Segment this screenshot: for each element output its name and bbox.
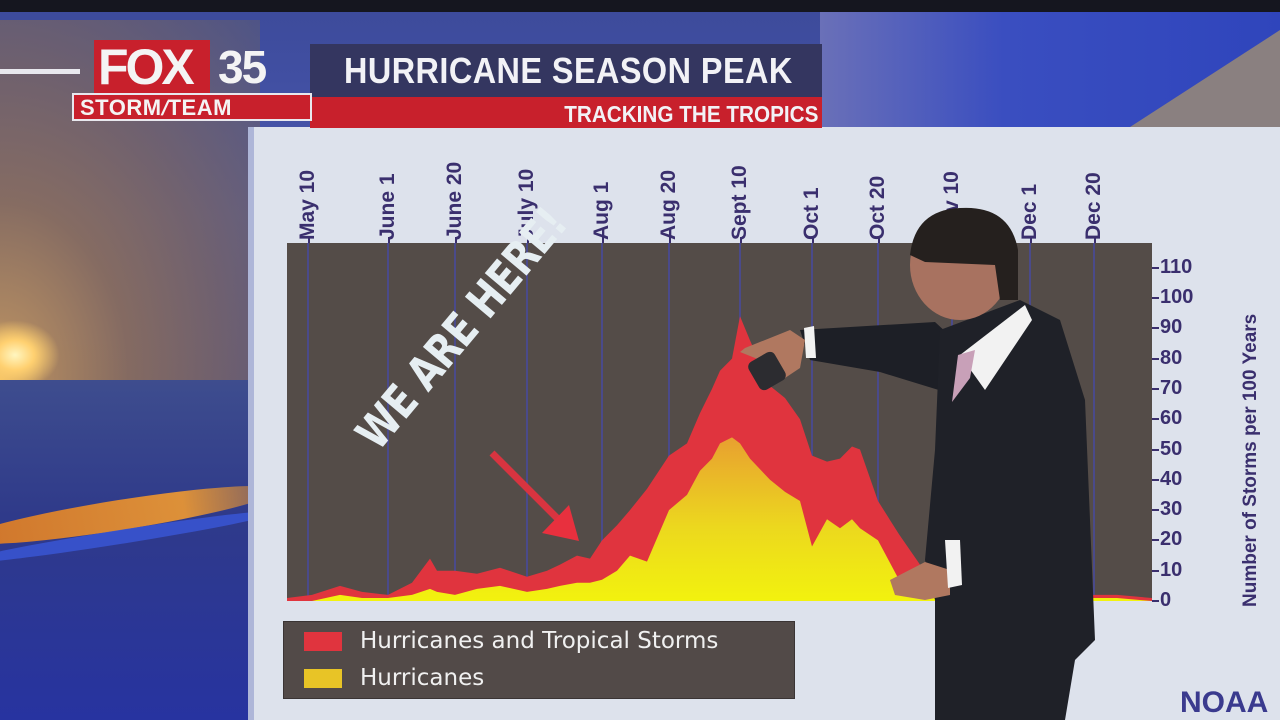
y-tick-label: 90	[1160, 316, 1183, 339]
source-credit: NOAA	[1180, 686, 1269, 719]
header-accent-line	[0, 69, 80, 74]
y-tick-mark	[1152, 600, 1159, 602]
y-tick-label: 40	[1160, 467, 1183, 490]
storm-team-bar	[72, 93, 312, 121]
x-tick-mark	[1094, 237, 1096, 243]
y-tick-label: 80	[1160, 346, 1183, 369]
fox-logo-box	[94, 40, 210, 95]
y-tick-mark	[1152, 357, 1159, 360]
board-edge	[248, 127, 254, 720]
subheadline-bar	[310, 97, 822, 128]
x-tick-mark	[812, 237, 814, 243]
y-tick-mark	[1152, 297, 1159, 299]
red-swatch-icon	[304, 631, 342, 651]
storm-word: STORM	[80, 95, 162, 120]
x-tick-mark	[1030, 237, 1032, 243]
yellow-swatch-icon	[304, 668, 342, 688]
y-tick-mark	[1152, 327, 1159, 330]
y-tick-label: 20	[1160, 528, 1183, 551]
subheadline-text: TRACKING THE TROPICS	[563, 101, 818, 127]
y-tick-mark	[1152, 509, 1159, 512]
y-tick-label: 60	[1160, 407, 1183, 430]
x-tick-mark	[527, 237, 529, 243]
headline-title: HURRICANE SEASON PEAK	[344, 50, 793, 91]
x-tick-label: May 10	[296, 169, 319, 240]
y-tick-mark	[1152, 266, 1159, 269]
y-tick-mark	[1152, 478, 1159, 481]
x-tick: Dec 1	[1018, 140, 1042, 240]
x-tick-label: Aug 20	[657, 169, 680, 240]
x-tick: May 10	[296, 140, 320, 240]
x-tick-mark	[308, 237, 310, 243]
y-tick-label: 110	[1160, 255, 1193, 278]
x-tick-mark	[952, 237, 954, 243]
x-tick: June 1	[376, 140, 400, 240]
x-tick-mark	[878, 237, 880, 243]
legend-item-tropical-storms: Hurricanes and Tropical Storms	[304, 628, 718, 654]
x-tick-mark	[388, 237, 390, 243]
x-tick-mark	[602, 237, 604, 243]
y-tick-mark	[1152, 448, 1159, 451]
red-arrow-icon	[489, 450, 579, 541]
x-tick: June 20	[443, 140, 467, 240]
x-tick: Oct 1	[800, 140, 824, 240]
x-tick-label: June 20	[443, 161, 466, 240]
top-letterbox	[0, 0, 1280, 12]
fox-logo-text: FOX	[98, 39, 195, 95]
x-tick-label: Dec 1	[1018, 183, 1041, 240]
y-axis-title: Number of Storms per 100 Years	[1240, 313, 1261, 607]
storm-team-label: STORM/TEAM	[80, 95, 232, 121]
y-tick-mark	[1152, 387, 1159, 390]
x-tick: Dec 20	[1082, 140, 1106, 240]
x-tick-label: Oct 1	[800, 187, 823, 240]
x-tick: Aug 20	[657, 140, 681, 240]
y-tick-mark	[1152, 418, 1159, 421]
y-tick-label: 30	[1160, 498, 1183, 521]
y-tick-mark	[1152, 539, 1159, 542]
x-tick-label: Sept 10	[728, 165, 751, 240]
x-tick: Oct 20	[866, 140, 890, 240]
x-tick-label: Nov 10	[940, 171, 963, 240]
x-tick-mark	[455, 237, 457, 243]
x-tick: Aug 1	[590, 140, 614, 240]
hurricanes-area	[287, 437, 1152, 601]
y-tick-mark	[1152, 569, 1159, 572]
chart-legend: Hurricanes and Tropical Storms Hurricane…	[283, 621, 795, 699]
x-tick-label: June 1	[376, 173, 399, 240]
sun-glow	[0, 320, 60, 390]
y-tick-label: 70	[1160, 376, 1183, 399]
x-tick-label: Dec 20	[1082, 172, 1105, 240]
y-tick-label: 10	[1160, 558, 1183, 581]
headline-bar	[310, 44, 822, 97]
legend-item-hurricanes: Hurricanes	[304, 665, 484, 691]
x-tick-label: Oct 20	[866, 175, 889, 240]
x-tick-mark	[740, 237, 742, 243]
y-tick-label: 50	[1160, 437, 1183, 460]
x-tick-label: Aug 1	[590, 181, 613, 240]
y-tick-label: 0	[1160, 589, 1172, 611]
channel-number: 35	[218, 41, 267, 93]
y-tick-label: 100	[1160, 286, 1194, 308]
x-tick: Sept 10	[728, 140, 752, 240]
legend-label: Hurricanes	[360, 665, 485, 691]
x-tick: Nov 10	[940, 140, 964, 240]
x-tick-mark	[669, 237, 671, 243]
team-word: TEAM	[167, 95, 232, 120]
legend-label: Hurricanes and Tropical Storms	[360, 628, 719, 654]
